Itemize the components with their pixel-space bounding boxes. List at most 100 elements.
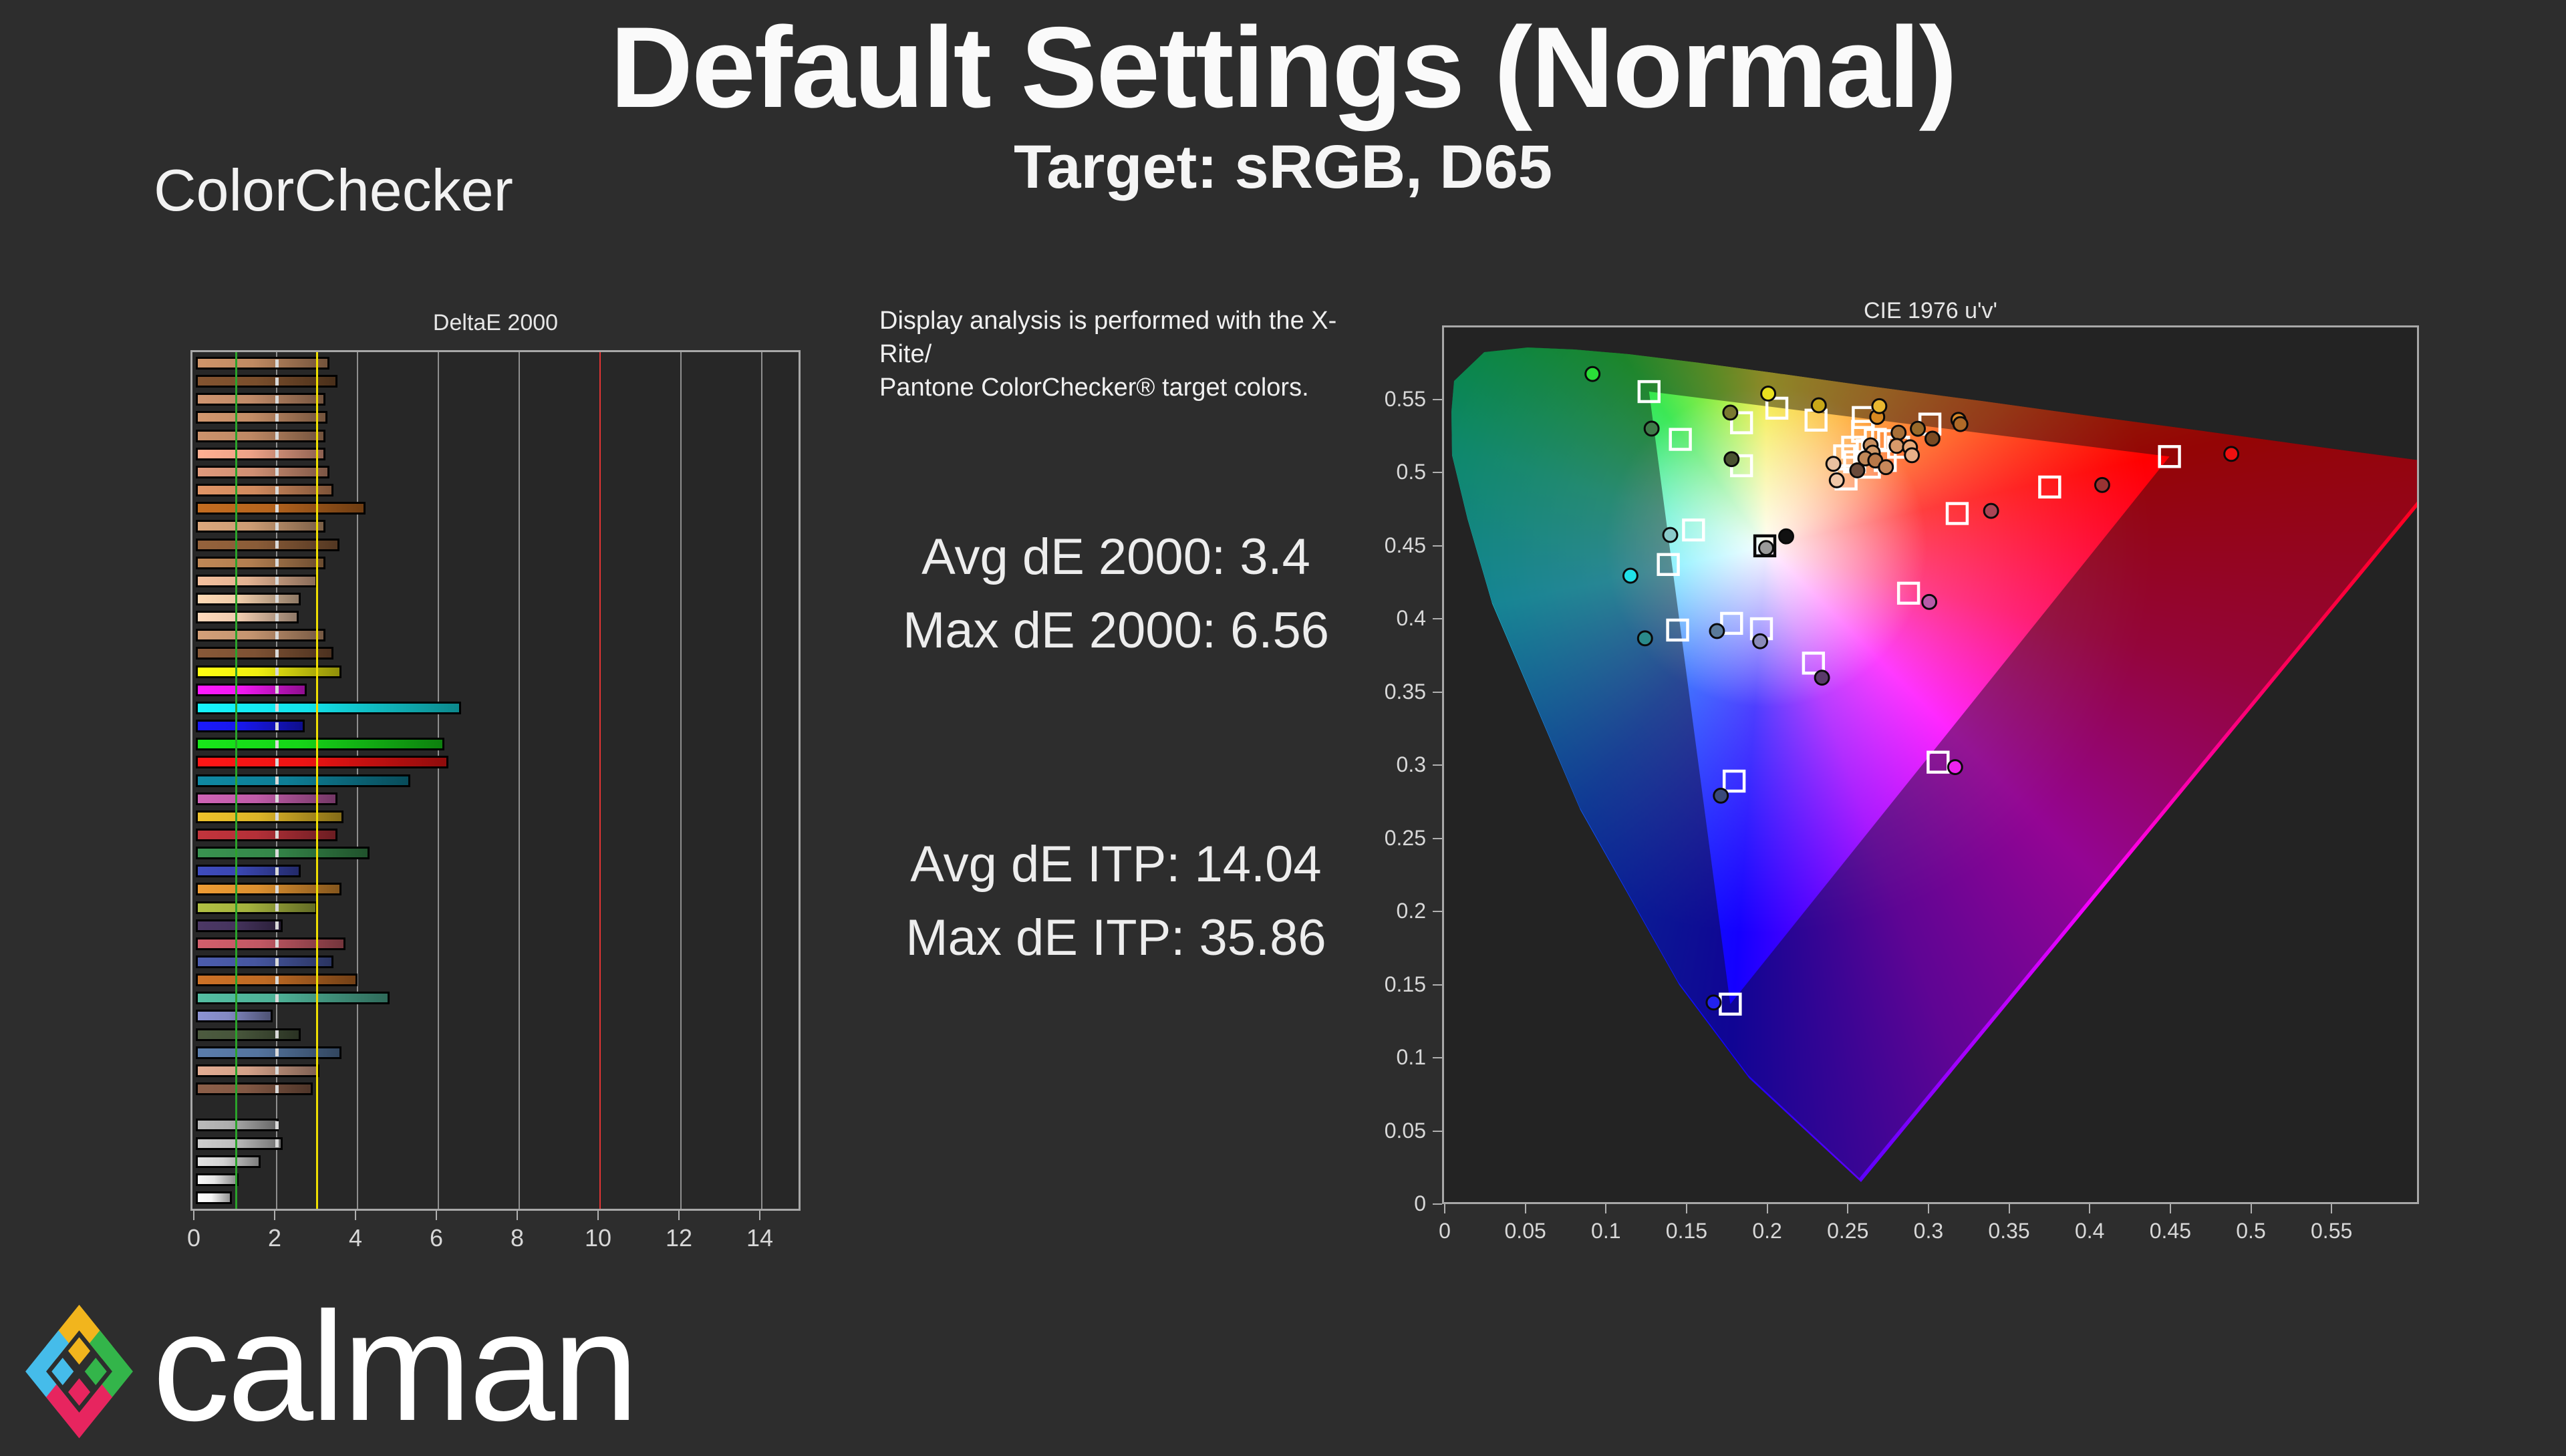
bar xyxy=(196,974,358,987)
bar-axis-tick xyxy=(678,1211,680,1220)
bar-target-marker xyxy=(275,668,279,676)
cie-x-tick xyxy=(1444,1204,1445,1213)
cie-y-tick xyxy=(1433,691,1442,693)
bar-target-marker xyxy=(275,1121,279,1129)
cie-y-tick xyxy=(1433,472,1442,473)
cie-x-tick xyxy=(1524,1204,1526,1213)
bar xyxy=(196,738,445,751)
bar xyxy=(196,1119,279,1132)
target-square xyxy=(1730,411,1753,434)
measurement-dot xyxy=(1828,472,1845,488)
bar-axis-tick xyxy=(193,1211,194,1220)
target-square xyxy=(1682,518,1705,542)
bar-target-marker xyxy=(275,994,279,1002)
bar xyxy=(196,502,366,515)
cie-x-tick xyxy=(1927,1204,1929,1213)
bar-axis-tick xyxy=(517,1211,518,1220)
cie-y-label: 0.45 xyxy=(1384,533,1426,557)
bar-axis-tick xyxy=(759,1211,760,1220)
bar xyxy=(196,574,317,587)
gridline xyxy=(761,352,762,1209)
bar xyxy=(196,919,283,932)
bar xyxy=(196,411,327,424)
bar-axis-label: 6 xyxy=(429,1224,444,1252)
bar-target-marker xyxy=(275,740,279,748)
bar-target-marker xyxy=(275,1084,279,1093)
bar xyxy=(196,592,301,605)
target-square xyxy=(1637,380,1661,404)
bar xyxy=(196,611,299,624)
calman-logo-text: calman xyxy=(152,1280,639,1453)
target-line xyxy=(316,352,318,1209)
target-square xyxy=(1765,396,1789,420)
bar-axis-tick xyxy=(355,1211,356,1220)
bar-axis-label: 4 xyxy=(348,1224,363,1252)
cie-y-tick xyxy=(1433,911,1442,912)
bar xyxy=(196,810,343,823)
cie-chart-title: CIE 1976 u'v' xyxy=(1863,298,1998,323)
cie-x-tick xyxy=(1766,1204,1768,1213)
bar-target-marker xyxy=(275,595,279,603)
measurement-dot xyxy=(1723,451,1740,468)
cie-y-label: 0.1 xyxy=(1396,1045,1426,1069)
bar-target-marker xyxy=(275,559,279,567)
target-square xyxy=(1657,553,1680,576)
bar xyxy=(196,556,325,569)
bar-axis-label: 12 xyxy=(665,1224,693,1252)
target-square xyxy=(1896,581,1920,605)
bar-target-marker xyxy=(275,813,279,821)
bar xyxy=(196,357,329,370)
bar xyxy=(196,447,325,460)
cie-y-tick xyxy=(1433,1130,1442,1132)
bar xyxy=(196,720,305,733)
target-line xyxy=(235,352,237,1209)
cie-x-label: 0.1 xyxy=(1591,1219,1621,1243)
cie-1976-diagram xyxy=(1442,325,2419,1204)
cie-y-tick xyxy=(1433,618,1442,619)
bar xyxy=(196,465,329,478)
bar-target-marker xyxy=(275,1048,279,1057)
bar xyxy=(196,629,325,642)
bar xyxy=(196,701,461,714)
measurement-dot xyxy=(1825,456,1842,472)
measurement-dot xyxy=(1871,398,1888,414)
max-deitp-value: Max dE ITP: 35.86 xyxy=(905,909,1326,966)
bar xyxy=(196,1082,313,1096)
measurement-dot xyxy=(1722,404,1739,421)
section-label-colorchecker: ColorChecker xyxy=(154,157,513,223)
bar xyxy=(196,393,325,406)
bar-target-marker xyxy=(275,613,279,621)
bar xyxy=(196,883,341,896)
bar-target-marker xyxy=(275,377,279,386)
measurement-dot xyxy=(1814,670,1830,686)
cie-y-label: 0.3 xyxy=(1396,752,1426,776)
cie-x-tick xyxy=(2089,1204,2091,1213)
analysis-note-line1: Display analysis is performed with the X… xyxy=(879,307,1337,368)
bar-target-marker xyxy=(275,722,279,730)
cie-x-label: 0.3 xyxy=(1913,1219,1944,1243)
bar xyxy=(196,847,370,860)
bar xyxy=(196,828,337,841)
bar-target-marker xyxy=(275,704,279,712)
measurement-dot xyxy=(1910,420,1927,437)
cie-x-label: 0.2 xyxy=(1752,1219,1782,1243)
bar-target-marker xyxy=(275,1139,279,1148)
deltae-bar-chart xyxy=(190,350,801,1211)
cie-x-label: 0.5 xyxy=(2236,1219,2266,1243)
bar-target-marker xyxy=(275,450,279,458)
bar-axis-label: 0 xyxy=(186,1224,201,1252)
target-square xyxy=(1669,428,1692,451)
bar-target-marker xyxy=(275,686,279,694)
bar-axis-tick xyxy=(597,1211,599,1220)
target-square xyxy=(2038,475,2061,499)
cie-y-tick xyxy=(1433,398,1442,400)
bar-target-marker xyxy=(275,885,279,893)
bar xyxy=(196,1137,283,1150)
cie-y-tick xyxy=(1433,1203,1442,1205)
measurement-dot xyxy=(1890,424,1907,441)
cie-x-label: 0.05 xyxy=(1504,1219,1546,1243)
bar xyxy=(196,865,301,878)
cie-x-tick xyxy=(1685,1204,1687,1213)
bar-chart-title: DeltaE 2000 xyxy=(432,310,559,335)
target-square xyxy=(1927,750,1950,774)
